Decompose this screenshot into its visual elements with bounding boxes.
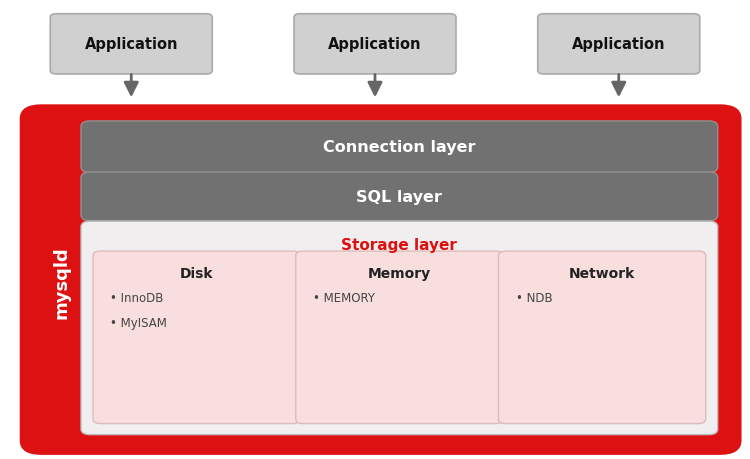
Text: • NDB: • NDB: [516, 291, 552, 304]
FancyBboxPatch shape: [294, 15, 456, 75]
FancyBboxPatch shape: [22, 108, 739, 452]
Text: Disk: Disk: [180, 267, 213, 280]
Text: • MEMORY: • MEMORY: [313, 291, 375, 304]
Text: Memory: Memory: [368, 267, 431, 280]
Text: Application: Application: [85, 37, 178, 52]
FancyBboxPatch shape: [296, 252, 503, 424]
Text: Network: Network: [569, 267, 635, 280]
Text: • MyISAM: • MyISAM: [110, 316, 167, 329]
Text: Connection layer: Connection layer: [323, 140, 476, 155]
FancyBboxPatch shape: [538, 15, 700, 75]
FancyBboxPatch shape: [81, 122, 718, 173]
Text: Application: Application: [572, 37, 665, 52]
Text: • InnoDB: • InnoDB: [110, 291, 164, 304]
FancyBboxPatch shape: [499, 252, 706, 424]
FancyBboxPatch shape: [50, 15, 212, 75]
FancyBboxPatch shape: [81, 173, 718, 221]
Text: SQL layer: SQL layer: [356, 190, 442, 204]
Text: mysqld: mysqld: [53, 246, 70, 319]
FancyBboxPatch shape: [93, 252, 300, 424]
FancyBboxPatch shape: [81, 222, 718, 435]
Text: Application: Application: [328, 37, 422, 52]
Text: Storage layer: Storage layer: [341, 237, 458, 252]
